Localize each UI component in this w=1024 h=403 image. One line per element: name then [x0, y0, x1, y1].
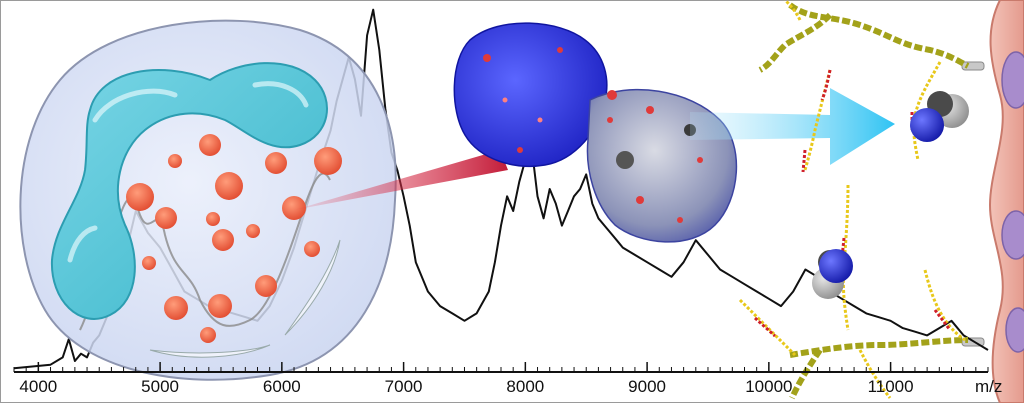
x-axis-major-ticks: 4000 5000 6000 7000 8000 9000 10000 11000 [19, 362, 914, 396]
x-axis-unit-label: m/z [975, 377, 1002, 396]
bound-protein-top [910, 91, 969, 142]
x-axis-tick-label: 9000 [628, 377, 666, 396]
release-beam [294, 150, 508, 210]
neutrophil-cell [19, 19, 397, 381]
x-axis-tick-label: 4000 [19, 377, 57, 396]
binding-arrow [690, 88, 895, 165]
x-axis-tick-label: 5000 [141, 377, 179, 396]
host-cell-membrane [961, 0, 1024, 403]
x-axis-tick-label: 6000 [263, 377, 301, 396]
glycan-chains-top [758, 0, 970, 173]
x-axis-tick-label: 10000 [745, 377, 792, 396]
x-axis-tick-label: 8000 [506, 377, 544, 396]
bound-protein-bottom [812, 249, 853, 299]
x-axis-tick-label: 7000 [385, 377, 423, 396]
x-axis-tick-label: 11000 [868, 377, 914, 396]
glycan-chains-bottom [738, 184, 969, 400]
